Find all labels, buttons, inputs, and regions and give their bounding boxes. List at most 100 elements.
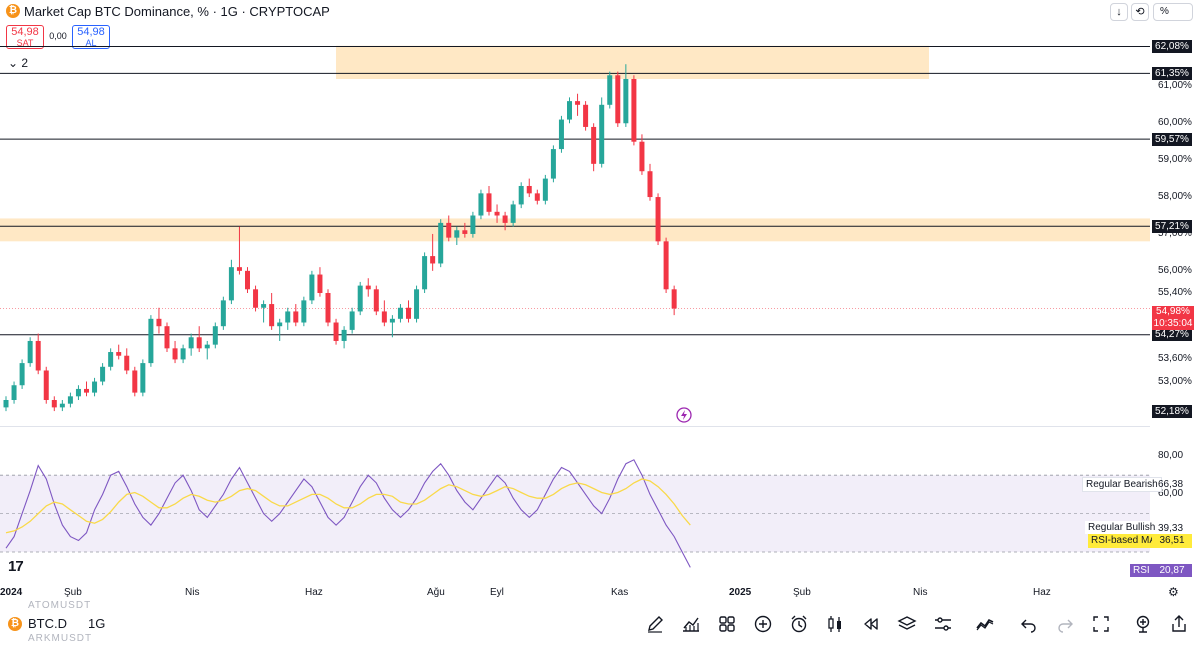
- level-price-tag[interactable]: 59,57%: [1152, 132, 1192, 146]
- bottom-toolbar: ATOMUSDT ARKMUSDT ₿ BTC.D 1G: [0, 600, 1200, 647]
- time-tick-label: 2024: [0, 587, 23, 598]
- symbol-selector[interactable]: ₿ BTC.D: [8, 616, 67, 631]
- candle: [59, 400, 65, 412]
- add-alert-icon[interactable]: [1132, 613, 1154, 635]
- candle: [148, 315, 154, 367]
- pane-divider[interactable]: [0, 426, 1150, 427]
- candle-body: [11, 385, 17, 401]
- sell-button[interactable]: 54,98 SAT: [6, 25, 44, 49]
- rsi-ma-value: 36,51: [1152, 534, 1192, 548]
- level-price-tag[interactable]: 52,18%: [1152, 405, 1192, 419]
- candle: [35, 333, 41, 375]
- candle-body: [607, 75, 613, 105]
- candle: [357, 281, 363, 316]
- symbol-name: BTC.D: [28, 616, 67, 631]
- candle: [19, 359, 25, 389]
- redo-icon[interactable]: [1054, 613, 1076, 635]
- plus-circle-icon[interactable]: [752, 613, 774, 635]
- rsi-tick-label: 80,00: [1158, 450, 1184, 461]
- candle-body: [164, 326, 170, 349]
- candle-body: [27, 340, 33, 364]
- candle-body: [575, 101, 581, 105]
- candle: [253, 285, 259, 312]
- candle: [518, 182, 524, 209]
- candle: [607, 71, 613, 109]
- level-price-tag[interactable]: 61,35%: [1152, 66, 1192, 80]
- indicator-count: 2: [21, 56, 29, 70]
- time-tick-label: 2025: [729, 587, 752, 598]
- watchlist-ghost-symbol: ARKMUSDT: [28, 633, 93, 644]
- current-price-tag: 54,98% 10:35:04: [1152, 306, 1194, 330]
- candle-body: [591, 126, 597, 164]
- candle: [285, 307, 291, 330]
- gear-icon[interactable]: ⚙: [1168, 585, 1179, 599]
- spread-value: 0,00: [49, 31, 67, 41]
- candle-body: [59, 403, 65, 408]
- candle-body: [647, 171, 653, 198]
- candle-body: [285, 311, 291, 323]
- interval-selector[interactable]: 1G: [88, 616, 106, 631]
- pen-icon[interactable]: [644, 613, 666, 635]
- candle-body: [196, 337, 202, 349]
- candle: [140, 359, 146, 397]
- alarm-icon[interactable]: [788, 613, 810, 635]
- candle: [204, 340, 210, 360]
- time-tick-label: Haz: [305, 587, 323, 598]
- candle: [438, 219, 444, 268]
- candle: [220, 296, 226, 330]
- undo-icon[interactable]: [1018, 613, 1040, 635]
- candle: [317, 267, 323, 297]
- candle: [84, 381, 89, 397]
- candle-body: [558, 119, 564, 150]
- candle-body: [84, 388, 89, 393]
- candle-body: [212, 326, 218, 345]
- fullscreen-icon[interactable]: [1090, 613, 1112, 635]
- layers-icon[interactable]: [896, 613, 918, 635]
- candle: [196, 326, 202, 353]
- rsi-chart[interactable]: [0, 427, 1150, 577]
- level-price-tag[interactable]: 62,08%: [1152, 40, 1192, 53]
- candle-body: [293, 311, 299, 323]
- candle: [124, 348, 130, 375]
- candle: [446, 215, 452, 242]
- level-price-tag[interactable]: 57,21%: [1152, 219, 1192, 233]
- regular-bullish-label: Regular Bullish: [1085, 521, 1159, 534]
- candle-body: [663, 241, 669, 290]
- candle-body: [534, 193, 540, 201]
- trend-icon[interactable]: [974, 613, 996, 635]
- price-chart[interactable]: [0, 40, 1150, 426]
- candle: [325, 289, 331, 327]
- candle-body: [470, 215, 476, 234]
- candle: [236, 226, 242, 275]
- buy-button[interactable]: 54,98 AL: [72, 25, 110, 49]
- indicators-collapse-toggle[interactable]: ⌄ 2: [8, 56, 28, 70]
- candle: [575, 93, 581, 116]
- candle-body: [148, 318, 154, 364]
- candle-body: [245, 270, 250, 290]
- arrow-down-icon[interactable]: ↓: [1110, 3, 1128, 21]
- candle: [631, 75, 637, 146]
- candle: [373, 285, 379, 316]
- settings-sliders-icon[interactable]: [932, 613, 954, 635]
- compare-symbol-icon[interactable]: ⟲: [1131, 3, 1149, 21]
- percent-scale-button[interactable]: %: [1153, 3, 1193, 21]
- chart-type-icon[interactable]: [680, 613, 702, 635]
- candle-body: [655, 197, 661, 242]
- candle: [583, 101, 589, 131]
- replay-icon[interactable]: [860, 613, 882, 635]
- candle-body: [599, 104, 605, 164]
- level-price-tag[interactable]: 54,27%: [1152, 328, 1192, 342]
- candles-icon[interactable]: [824, 613, 846, 635]
- candle: [454, 226, 460, 246]
- indicators-icon[interactable]: [716, 613, 738, 635]
- candle-body: [35, 340, 41, 371]
- candle: [301, 296, 307, 327]
- lightning-icon[interactable]: [676, 407, 692, 423]
- share-icon[interactable]: [1168, 613, 1190, 635]
- chart-title[interactable]: Market Cap BTC Dominance, % · 1G · CRYPT…: [24, 4, 330, 19]
- support-resistance-zone[interactable]: [336, 45, 929, 79]
- support-resistance-zone[interactable]: [0, 218, 1150, 242]
- tradingview-logo[interactable]: 17: [8, 558, 24, 575]
- candle-body: [108, 352, 114, 367]
- candle-body: [333, 322, 339, 341]
